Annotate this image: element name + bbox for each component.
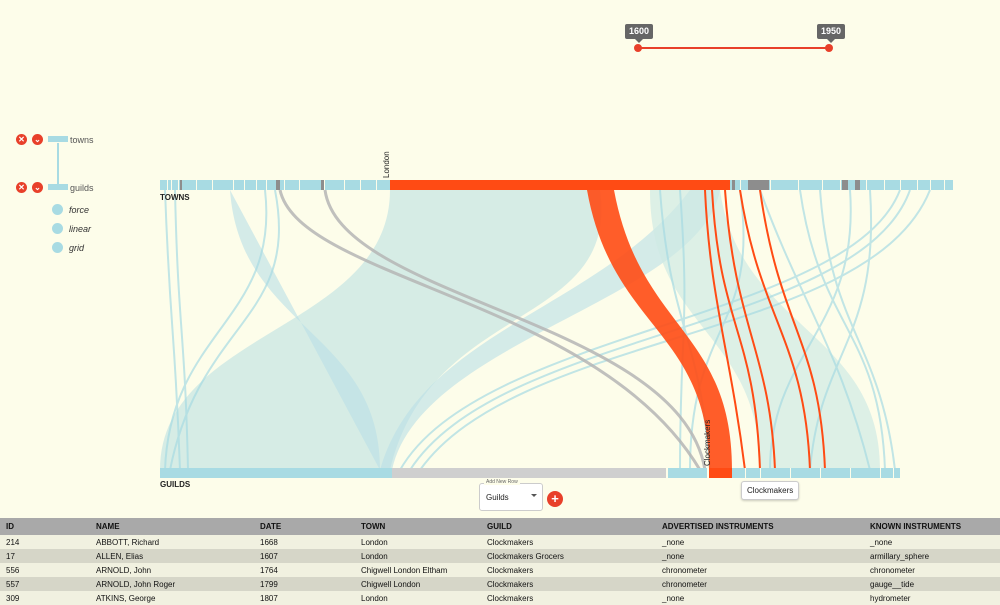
slider-max-handle[interactable] [825,44,833,52]
cell-advertised: _none [656,549,864,563]
guilds-axis-grey-segment [392,468,666,478]
cell-advertised: _none [656,591,864,605]
add-new-row-select[interactable]: Add New Row Guilds [479,479,543,511]
level-controls: ✕ ⌄ towns ✕ ⌄ guilds force linear grid [0,0,120,260]
cell-known: _none [864,535,1000,549]
cell-town: London [355,591,481,605]
layout-label-force: force [69,205,90,215]
layout-linear-radio[interactable] [52,223,63,234]
layout-force-radio[interactable] [52,204,63,215]
table-row[interactable]: 556 ARNOLD, John 1764 Chigwell London El… [0,563,1000,577]
level-label-guilds: guilds [70,183,94,193]
col-name[interactable]: NAME [90,518,254,535]
cell-guild: Clockmakers Grocers [481,549,656,563]
layout-grid-radio[interactable] [52,242,63,253]
cell-id: 557 [0,577,90,591]
slider-min-tooltip: 1600 [625,24,654,43]
table-row[interactable]: 214 ABBOTT, Richard 1668 London Clockmak… [0,535,1000,549]
guilds-axis-gaps [666,468,894,478]
level-label-towns: towns [70,135,94,145]
guilds-axis-label: GUILDS [160,480,191,489]
records-table: ID NAME DATE TOWN GUILD ADVERTISED INSTR… [0,518,1000,605]
remove-towns-close-icon[interactable]: ✕ [16,134,27,145]
table-header-row: ID NAME DATE TOWN GUILD ADVERTISED INSTR… [0,518,1000,535]
cell-date: 1807 [254,591,355,605]
cell-id: 556 [0,563,90,577]
collapse-guilds-chevron-down-icon[interactable]: ⌄ [32,182,43,193]
guilds-axis-clockmakers-segment [709,468,732,478]
layout-label-grid: grid [69,243,85,253]
towns-axis-label: TOWNS [160,193,190,202]
guild-label-clockmakers: Clockmakers [703,419,712,466]
cell-known: chronometer [864,563,1000,577]
year-range-slider[interactable]: 1600 1950 [0,0,1000,70]
cell-known: armillary_sphere [864,549,1000,563]
cell-id: 309 [0,591,90,605]
slider-min-handle[interactable] [634,44,642,52]
col-town[interactable]: TOWN [355,518,481,535]
remove-guilds-close-icon[interactable]: ✕ [16,182,27,193]
col-id[interactable]: ID [0,518,90,535]
cell-guild: Clockmakers [481,591,656,605]
towns-axis-grey-segments [180,180,860,190]
cell-name: ABBOTT, Richard [90,535,254,549]
towns-axis-gaps [167,180,945,190]
cell-town: Chigwell London [355,577,481,591]
cell-known: gauge__tide [864,577,1000,591]
cell-known: hydrometer [864,591,1000,605]
table-row[interactable]: 557 ARNOLD, John Roger 1799 Chigwell Lon… [0,577,1000,591]
cell-town: Chigwell London Eltham [355,563,481,577]
hover-tooltip: Clockmakers [741,481,800,500]
chevron-down-icon [531,494,537,497]
col-known-instruments[interactable]: KNOWN INSTRUMENTS [864,518,1000,535]
level-connector [57,143,59,187]
towns-level-bar[interactable] [48,136,68,142]
cell-id: 214 [0,535,90,549]
cell-advertised: chronometer [656,577,864,591]
table-row[interactable]: 309 ATKINS, George 1807 London Clockmake… [0,591,1000,605]
cell-guild: Clockmakers [481,577,656,591]
col-date[interactable]: DATE [254,518,355,535]
ribbon-thin-blue [164,189,931,471]
guilds-level-bar[interactable] [48,184,68,190]
table-row[interactable]: 17 ALLEN, Elias 1607 London Clockmakers … [0,549,1000,563]
cell-id: 17 [0,549,90,563]
cell-name: ARNOLD, John [90,563,254,577]
ribbon-london-clockmakers [587,190,732,470]
cell-guild: Clockmakers [481,535,656,549]
town-label-london: London [382,151,391,178]
ribbon-wide-blue [230,190,720,470]
cell-date: 1764 [254,563,355,577]
collapse-towns-chevron-down-icon[interactable]: ⌄ [32,134,43,145]
col-advertised-instruments[interactable]: ADVERTISED INSTRUMENTS [656,518,864,535]
slider-track[interactable] [638,47,829,49]
layout-label-linear: linear [69,224,92,234]
cell-date: 1607 [254,549,355,563]
ribbon-london-guilds [160,190,602,470]
cell-name: ATKINS, George [90,591,254,605]
add-new-row-legend: Add New Row [484,479,520,485]
cell-guild: Clockmakers [481,563,656,577]
parallel-sets-diagram [160,180,953,478]
cell-name: ALLEN, Elias [90,549,254,563]
cell-name: ARNOLD, John Roger [90,577,254,591]
add-row-button[interactable]: + [547,491,563,507]
cell-date: 1799 [254,577,355,591]
add-new-row-value: Guilds [486,493,509,502]
slider-max-tooltip: 1950 [817,24,846,43]
cell-town: London [355,535,481,549]
towns-axis-london-segment [390,180,730,190]
cell-date: 1668 [254,535,355,549]
ribbon-grey [278,189,707,471]
cell-town: London [355,549,481,563]
col-guild[interactable]: GUILD [481,518,656,535]
cell-advertised: chronometer [656,563,864,577]
ribbon-right-block [650,190,880,470]
cell-advertised: _none [656,535,864,549]
ribbon-red-thin [704,189,826,471]
